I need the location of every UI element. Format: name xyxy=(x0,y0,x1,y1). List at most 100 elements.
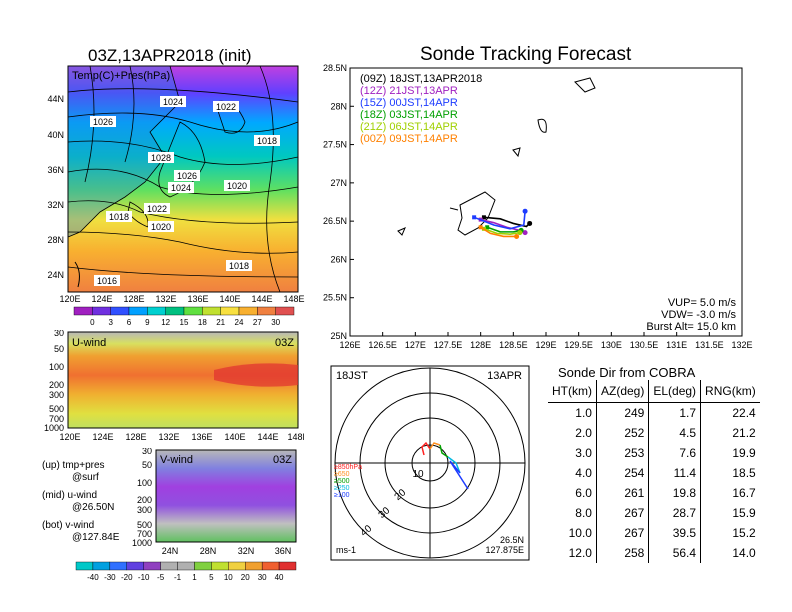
panel-legend: (up) tmp+pres @surf (mid) u-wind @26.50N… xyxy=(42,460,119,544)
colorbar-tick: 15 xyxy=(180,318,189,327)
table-cell: 6.0 xyxy=(575,486,592,500)
table-row: 12.0 258 56.4 14.0 xyxy=(548,543,760,563)
colorbar-swatch xyxy=(143,561,161,571)
isobar-label: 1028 xyxy=(151,153,171,163)
colorbar-swatch xyxy=(92,561,111,571)
colorbar-tick: 24 xyxy=(235,318,244,327)
colorbar-tick: 30 xyxy=(258,573,267,582)
pressure-tick: 200 xyxy=(137,495,152,505)
lat-tick: 27.5N xyxy=(323,140,347,150)
isobar-label: 1022 xyxy=(216,102,236,112)
map-lat-tick: 24N xyxy=(47,270,64,280)
lon-tick: 127E xyxy=(405,340,426,350)
track-line xyxy=(483,228,520,235)
colorbar-swatch xyxy=(165,306,185,316)
range-label: 10 xyxy=(412,469,424,480)
lon-tick: 129E xyxy=(535,340,556,350)
hodograph-trace xyxy=(421,441,431,456)
landing-point xyxy=(481,215,486,220)
lon-tick: 126E xyxy=(339,340,360,350)
legend-line: @surf xyxy=(72,472,99,483)
table-cell: 56.4 xyxy=(648,543,701,563)
lat-tick: 24N xyxy=(162,546,179,556)
colorbar-tick: -5 xyxy=(157,573,165,582)
map-lon-tick: 148E xyxy=(283,294,304,304)
colorbar-tick: -30 xyxy=(104,573,116,582)
isobar-label: 1018 xyxy=(109,212,129,222)
table-cell: 2.0 xyxy=(575,426,592,440)
table-cell: 253 xyxy=(595,443,649,463)
track-line xyxy=(483,216,531,228)
map-lat-tick: 28N xyxy=(47,235,64,245)
pressure-tick: 1000 xyxy=(44,423,64,433)
isobar-label: 1024 xyxy=(163,97,183,107)
isobar-label: 1016 xyxy=(97,276,117,286)
table-row: 2.0 252 4.5 21.2 xyxy=(548,423,760,443)
colorbar-tick: 1 xyxy=(192,573,197,582)
legend-entry: (12Z) 21JST,13APR xyxy=(360,85,458,97)
table-cell: 22.4 xyxy=(700,402,760,423)
landing-point xyxy=(478,225,483,230)
table-row: 1.0 249 1.7 22.4 xyxy=(548,402,760,423)
isobar-label: 1018 xyxy=(257,136,277,146)
table-cell: 15.9 xyxy=(700,503,760,523)
colorbar-tick: 27 xyxy=(253,318,262,327)
table-cell: 10.0 xyxy=(568,526,592,540)
legend-entry: (21Z) 06JST,14APR xyxy=(360,121,458,133)
legend-entry: (00Z) 09JST,14APR xyxy=(360,133,458,145)
hodo-units: ms-1 xyxy=(336,545,356,555)
table-header: EL(deg) xyxy=(648,380,701,403)
pressure-tick: 50 xyxy=(142,460,152,470)
table-cell: 4.5 xyxy=(648,423,701,443)
table-header: RNG(km) xyxy=(700,380,760,403)
vwind-cross-section: V-wind 03Z 30 50 100 200 300 500 700 100… xyxy=(132,448,297,556)
table-cell: 16.7 xyxy=(700,483,760,503)
lat-tick: 28N xyxy=(330,101,347,111)
table-cell: 267 xyxy=(595,503,649,523)
hodograph-trace xyxy=(449,460,469,490)
map-lon-tick: 140E xyxy=(219,294,240,304)
colorbar-tick: 6 xyxy=(127,318,132,327)
pressure-tick: 30 xyxy=(142,448,152,456)
landing-point xyxy=(485,225,490,230)
uwind-cross-section: U-wind 03Z 30 50 100 200 300 500 700 100… xyxy=(44,330,304,442)
colorbar-swatch xyxy=(177,561,195,571)
table-cell: 4.0 xyxy=(575,466,592,480)
isobar-label: 1026 xyxy=(177,171,197,181)
colorbar-tick: -1 xyxy=(174,573,182,582)
colorbar-swatch xyxy=(147,306,166,316)
table-cell: 28.7 xyxy=(648,503,701,523)
vwind-time: 03Z xyxy=(273,454,292,466)
lat-tick: 28.5N xyxy=(323,63,347,73)
table-cell: 14.0 xyxy=(700,543,760,563)
colorbar-swatch xyxy=(73,306,93,316)
isobar-label: 1026 xyxy=(93,117,113,127)
track-line xyxy=(480,226,517,238)
map-label: Temp(C)+Pres(hPa) xyxy=(72,70,170,82)
colorbar-swatch xyxy=(128,306,148,316)
table-header: HT(km) xyxy=(548,380,597,403)
wind-colorbar: -40 -30 -20 -10 -5 -1 1 5 10 20 30 40 xyxy=(75,561,297,582)
pressure-tick: 100 xyxy=(137,478,152,488)
colorbar-tick: 9 xyxy=(145,318,150,327)
legend-entry: (09Z) 18JST,13APR2018 xyxy=(360,73,482,85)
vwind-label: V-wind xyxy=(160,454,193,466)
table-cell: 12.0 xyxy=(568,546,592,560)
hodograph: 10 20 30 40 18JST 13APR ≥850hPa ≥650 ≥50… xyxy=(330,365,530,561)
map-lon-tick: 132E xyxy=(155,294,176,304)
param-burst: Burst Alt= 15.0 km xyxy=(646,321,736,333)
temperature-pressure-map: Temp(C)+Pres(hPa) 44N 40N 36N 32N 28N 24… xyxy=(47,65,305,304)
isobar-label: 1020 xyxy=(151,222,171,232)
lon-tick: 128.5E xyxy=(499,340,528,350)
lon-tick: 131.5E xyxy=(695,340,724,350)
lon-tick: 126.5E xyxy=(368,340,397,350)
pressure-tick: 300 xyxy=(137,505,152,515)
map-lat-tick: 32N xyxy=(47,200,64,210)
lat-tick: 26.5N xyxy=(323,216,347,226)
table-cell: 8.0 xyxy=(575,506,592,520)
table-cell: 3.0 xyxy=(575,446,592,460)
uwind-label: U-wind xyxy=(72,337,106,349)
lat-tick: 32N xyxy=(238,546,255,556)
table-cell: 252 xyxy=(595,423,649,443)
table-row: 10.0 267 39.5 15.2 xyxy=(548,523,760,543)
